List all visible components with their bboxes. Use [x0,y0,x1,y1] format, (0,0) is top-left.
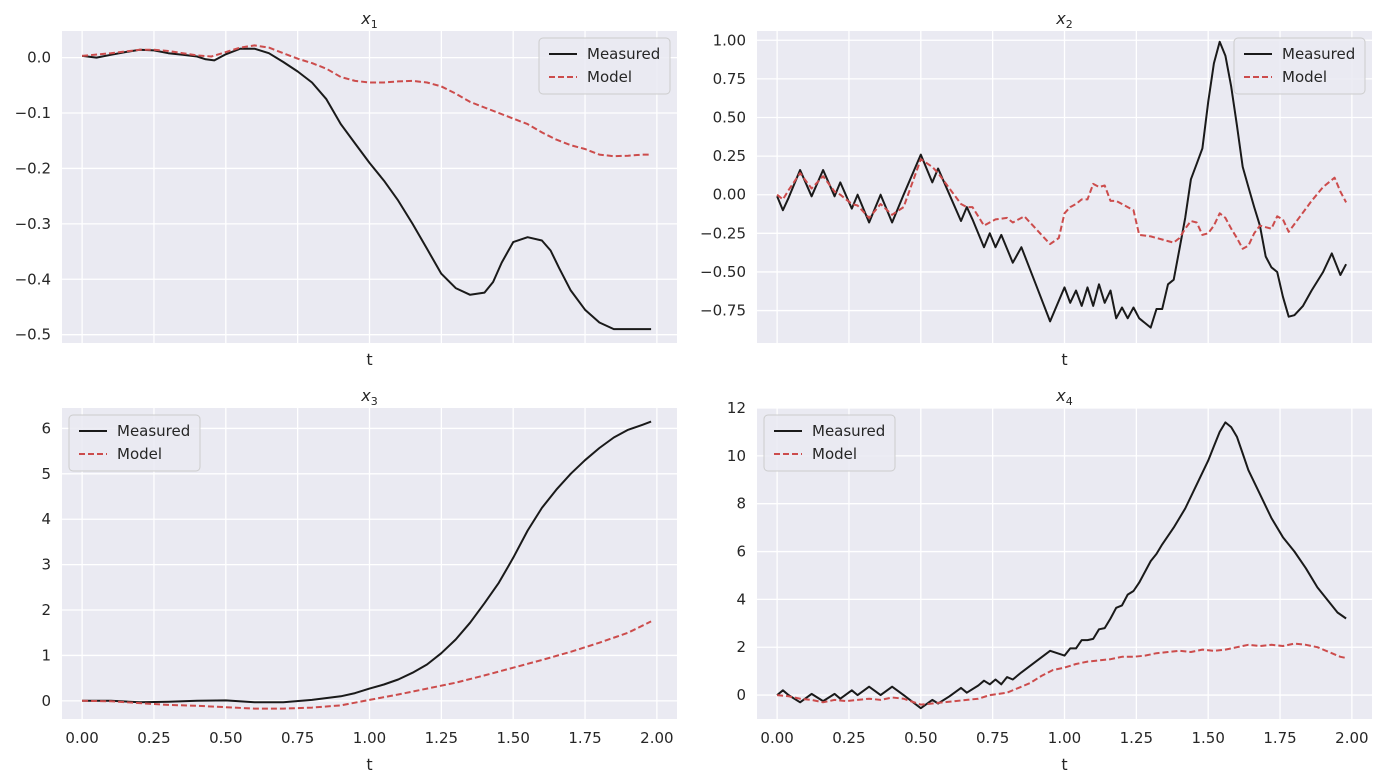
x-tick-label: 1.75 [1263,729,1296,747]
x-tick-label: 1.50 [496,729,529,747]
y-tick-label: 1.00 [713,31,746,49]
x-tick-label: 0.50 [904,729,937,747]
y-tick-label: −0.50 [700,263,746,281]
y-tick-label: −0.4 [15,270,51,288]
title-variable: x [1055,386,1066,405]
title-variable: x [1055,9,1066,28]
x-tick-label: 0.00 [65,729,98,747]
series-line-measured [81,47,652,331]
legend: Measured Model [68,414,201,472]
series-line-model [82,620,652,710]
legend: Measured Model [1233,37,1366,95]
title-subscript: 2 [1066,18,1073,31]
y-tick-label: 6 [736,543,746,561]
x-tick-label: 0.25 [832,729,865,747]
x-tick-label: 1.75 [568,729,601,747]
x-axis-label: t [1061,350,1067,369]
x-tick-label: 0.75 [281,729,314,747]
title-subscript: 1 [371,18,378,31]
y-tick-label: 0.25 [713,147,746,165]
y-tick-label: 0.0 [27,49,51,67]
title-variable: x [360,9,371,28]
subplot-1: 0.0 −0.1 −0.2 −0.3 −0.4 −0.5 t x1 Measured Model [15,9,677,369]
y-tick-label: 2 [41,601,51,619]
y-tick-label: −0.2 [15,159,51,177]
x-tick-label: 0.75 [976,729,1009,747]
legend-label: Measured [117,422,190,440]
series-line-model [776,642,1347,706]
subplot-title: x1 [360,9,377,31]
legend-box [68,414,201,472]
x-tick-label: 1.00 [353,729,386,747]
legend-label: Model [812,445,857,463]
y-tick-label: 3 [41,556,51,574]
legend-label: Measured [812,422,885,440]
legend-box [763,414,896,472]
title-subscript: 4 [1066,395,1073,408]
subplot-title: x4 [1055,386,1072,408]
y-tick-label: 12 [727,399,746,417]
y-tick-label: −0.3 [15,215,51,233]
legend-box [1233,37,1366,95]
series-line-measured [82,420,652,704]
subplot-2: 1.00 0.75 0.50 0.25 0.00 −0.25 −0.50 −0.75 t x2 Me… [700,9,1372,369]
legend-label: Measured [587,45,660,63]
title-subscript: 3 [371,395,378,408]
y-tick-label: 2 [736,638,746,656]
y-tick-label: 0.75 [713,70,746,88]
legend-label: Measured [1282,45,1355,63]
series-line-measured [776,421,1347,710]
series-line-model [776,158,1347,250]
x-tick-label: 2.00 [640,729,673,747]
subplot-3: 0 1 2 3 4 5 6 0.00 0.25 0.50 0.75 1.00 1.25 1.50 1.75 2… [41,386,677,774]
title-variable: x [360,386,371,405]
legend-label: Model [1282,68,1327,86]
x-axis-label: t [366,755,372,774]
y-tick-label: 0 [41,692,51,710]
x-axis-label: t [366,350,372,369]
subplot-title: x2 [1055,9,1072,31]
series-line-model [82,44,652,158]
x-tick-label: 0.00 [760,729,793,747]
y-tick-label: −0.5 [15,326,51,344]
subplot-title: x3 [360,386,377,408]
y-tick-label: −0.75 [700,302,746,320]
y-tick-label: 0.50 [713,108,746,126]
x-tick-label: 2.00 [1335,729,1368,747]
y-tick-label: 0.00 [713,186,746,204]
legend-label: Model [587,68,632,86]
y-tick-label: 6 [41,419,51,437]
legend-box [538,37,671,95]
y-tick-label: −0.25 [700,224,746,242]
legend: Measured Model [763,414,896,472]
subplot-4: 0 2 4 6 8 10 12 0.00 0.25 0.50 0.75 1.00 1.25 1.50 1.7… [727,386,1372,774]
y-tick-label: 0 [736,686,746,704]
legend-label: Model [117,445,162,463]
y-tick-label: 5 [41,465,51,483]
y-tick-label: 1 [41,646,51,664]
y-tick-label: 8 [736,495,746,513]
legend: Measured Model [538,37,671,95]
x-tick-label: 0.50 [209,729,242,747]
y-tick-label: 4 [41,510,51,528]
x-tick-label: 1.00 [1048,729,1081,747]
x-tick-label: 0.25 [137,729,170,747]
y-tick-label: 4 [736,590,746,608]
x-tick-label: 1.25 [1120,729,1153,747]
y-tick-label: −0.1 [15,104,51,122]
x-tick-label: 1.25 [425,729,458,747]
y-tick-label: 10 [727,447,746,465]
x-tick-label: 1.50 [1191,729,1224,747]
x-axis-label: t [1061,755,1067,774]
